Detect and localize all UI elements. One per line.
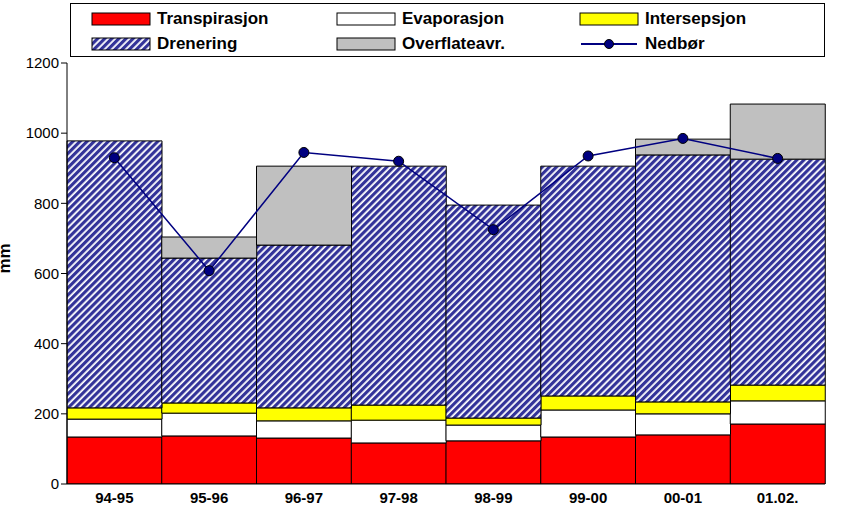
svg-text:1200: 1200: [26, 54, 59, 71]
html-text:Drenering: Drenering: [157, 33, 238, 53]
svg-text:0: 0: [51, 475, 59, 492]
svg-text:95-96: 95-96: [190, 489, 228, 506]
html-text:Intersepsjon: Intersepsjon: [645, 8, 747, 28]
svg-text:98-99: 98-99: [474, 489, 512, 506]
svg-text:01.02.: 01.02.: [757, 489, 799, 506]
svg-text:94-95: 94-95: [95, 489, 133, 506]
svg-text:96-97: 96-97: [285, 489, 323, 506]
html-text:Nedbør: Nedbør: [645, 33, 705, 53]
html-text:Transpirasjon: Transpirasjon: [157, 8, 269, 28]
svg-text:mm: mm: [8, 243, 14, 273]
svg-text:800: 800: [34, 195, 59, 212]
html-text:Evaporasjon: Evaporasjon: [402, 8, 504, 28]
svg-text:99-00: 99-00: [569, 489, 607, 506]
svg-text:00-01: 00-01: [664, 489, 702, 506]
svg-text:200: 200: [34, 405, 59, 422]
svg-text:600: 600: [34, 265, 59, 282]
svg-text:97-98: 97-98: [379, 489, 417, 506]
svg-text:1000: 1000: [26, 124, 59, 141]
svg-text:400: 400: [34, 335, 59, 352]
html-text:Overflateavr.: Overflateavr.: [402, 33, 505, 53]
